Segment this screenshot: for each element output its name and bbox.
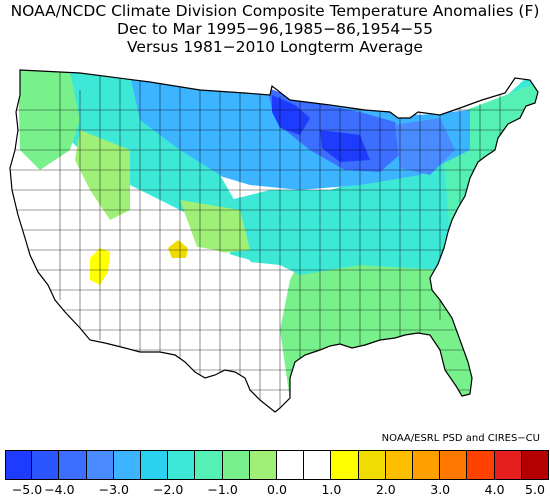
colorbar-tick-label: 4.0 <box>484 482 505 497</box>
colorbar-cell <box>358 450 386 480</box>
anomaly-fill-layer <box>10 70 538 412</box>
division-boundaries <box>10 70 538 410</box>
colorbar-cell <box>5 450 33 480</box>
colorbar-tick-label: −1.0 <box>207 482 238 497</box>
colorbar-cell <box>494 450 522 480</box>
colorbar-cell <box>141 450 169 480</box>
colorbar-cell <box>440 450 468 480</box>
colorbar-cell <box>304 450 332 480</box>
colorbar-tick-label: 2.0 <box>375 482 396 497</box>
colorbar-cell <box>385 450 413 480</box>
title-line-1: NOAA/NCDC Climate Division Composite Tem… <box>10 2 540 20</box>
colorbar-cell <box>413 450 441 480</box>
colorbar-tick-label: −4.0 <box>44 482 75 497</box>
colorbar-cell <box>168 450 196 480</box>
colorbar-cell <box>32 450 60 480</box>
colorbar-cell <box>222 450 250 480</box>
colorbar-tick-label: 5.0 <box>525 482 545 497</box>
colorbar-cell <box>113 450 141 480</box>
colorbar-tick-label: −2.0 <box>153 482 184 497</box>
colorbar-cell <box>249 450 277 480</box>
colorbar <box>5 450 549 480</box>
us-climate-division-map <box>9 69 539 413</box>
colorbar-cell <box>59 450 87 480</box>
colorbar-cell <box>195 450 223 480</box>
credit-label: NOAA/ESRL PSD and CIRES−CU <box>381 433 540 444</box>
colorbar-cell <box>277 450 305 480</box>
colorbar-tick-label: 1.0 <box>321 482 342 497</box>
colorbar-cell <box>467 450 495 480</box>
colorbar-tick-label: −3.0 <box>98 482 129 497</box>
title-line-3: Versus 1981−2010 Longterm Average <box>127 38 423 56</box>
colorbar-cell <box>331 450 359 480</box>
colorbar-tick-label: 0.0 <box>267 482 287 497</box>
colorbar-cell <box>521 450 549 480</box>
title-line-2: Dec to Mar 1995−96,1985−86,1954−55 <box>117 20 433 38</box>
colorbar-cell <box>86 450 114 480</box>
colorbar-tick-label: −5.0 <box>11 482 43 497</box>
colorbar-tick-label: 3.0 <box>430 482 451 497</box>
